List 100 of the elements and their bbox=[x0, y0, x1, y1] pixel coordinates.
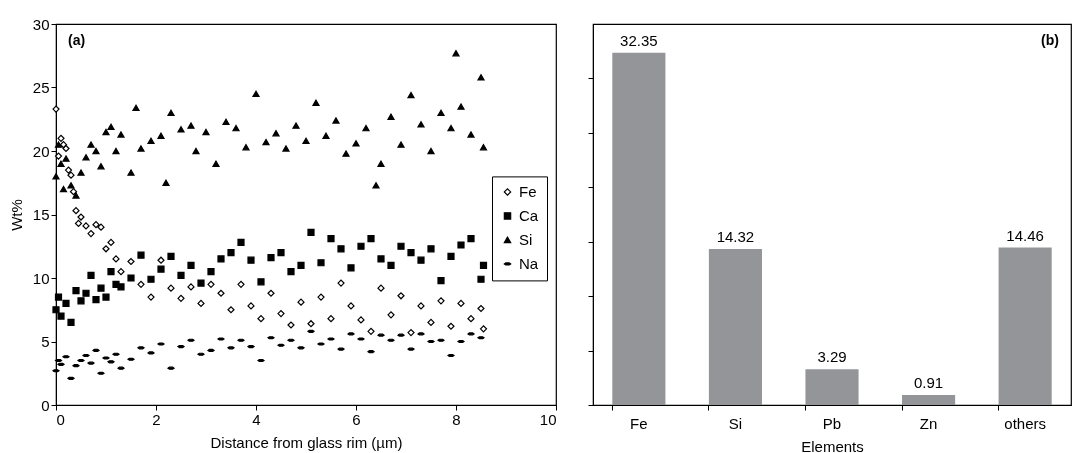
point bbox=[437, 276, 445, 285]
point bbox=[102, 293, 110, 301]
point bbox=[437, 109, 445, 117]
point bbox=[452, 50, 460, 57]
y-tick-label: 20 bbox=[32, 142, 50, 160]
x-tick-label: Pb bbox=[822, 414, 842, 432]
x-tick-label: 6 bbox=[352, 410, 361, 428]
point bbox=[187, 283, 195, 291]
point bbox=[347, 264, 355, 272]
point bbox=[222, 118, 230, 125]
point bbox=[267, 289, 275, 297]
x-tick-label: Si bbox=[728, 414, 743, 432]
point bbox=[187, 122, 195, 129]
point bbox=[92, 295, 100, 304]
y-tick-label: 0 bbox=[41, 396, 50, 414]
point bbox=[197, 279, 205, 287]
x-tick-label: others bbox=[1004, 414, 1046, 432]
point bbox=[147, 137, 155, 145]
point bbox=[62, 144, 70, 153]
point bbox=[92, 147, 100, 155]
point bbox=[167, 284, 175, 292]
point bbox=[327, 315, 335, 323]
point bbox=[87, 229, 95, 238]
point bbox=[467, 131, 475, 138]
point bbox=[377, 160, 385, 167]
point bbox=[117, 283, 125, 291]
point bbox=[157, 132, 165, 139]
point bbox=[457, 103, 465, 110]
point bbox=[457, 299, 465, 307]
data-label: 3.29 bbox=[817, 348, 847, 366]
point bbox=[332, 117, 340, 124]
point bbox=[147, 275, 155, 283]
data-label: 14.32 bbox=[716, 228, 755, 246]
point bbox=[177, 271, 185, 280]
point bbox=[207, 280, 215, 288]
x-tick-label: 8 bbox=[452, 410, 461, 428]
point bbox=[417, 256, 425, 264]
point bbox=[347, 302, 355, 310]
bar bbox=[998, 247, 1052, 405]
point bbox=[427, 147, 435, 155]
point bbox=[397, 242, 405, 250]
point bbox=[227, 306, 235, 314]
point bbox=[357, 316, 365, 324]
point bbox=[54, 152, 63, 160]
legend-label: Si bbox=[519, 230, 533, 248]
point bbox=[162, 179, 170, 186]
point bbox=[342, 150, 350, 157]
point bbox=[167, 252, 175, 261]
point bbox=[67, 182, 75, 189]
point bbox=[257, 315, 265, 323]
bar bbox=[805, 369, 859, 405]
point bbox=[447, 252, 455, 261]
point bbox=[67, 318, 75, 327]
point bbox=[157, 265, 165, 273]
point bbox=[202, 128, 210, 136]
point bbox=[187, 261, 195, 269]
point bbox=[62, 299, 70, 307]
point bbox=[377, 255, 385, 263]
point bbox=[137, 251, 145, 259]
point bbox=[82, 154, 90, 161]
point bbox=[282, 145, 290, 152]
x-axis-title: Elements bbox=[801, 437, 864, 453]
point bbox=[287, 268, 295, 276]
point bbox=[397, 141, 405, 148]
point bbox=[54, 293, 63, 301]
point bbox=[167, 109, 175, 117]
x-axis-title: Distance from glass rim (µm) bbox=[210, 433, 403, 451]
point bbox=[367, 327, 375, 335]
point bbox=[327, 235, 335, 243]
point bbox=[252, 90, 260, 98]
annotation: (b) bbox=[1041, 32, 1059, 48]
x-tick-label: Zn bbox=[919, 414, 938, 432]
legend-label: Na bbox=[519, 254, 539, 272]
point bbox=[237, 280, 245, 288]
legend-label: Fe bbox=[519, 182, 537, 200]
y-tick-label: 15 bbox=[32, 206, 50, 223]
point bbox=[177, 126, 185, 133]
point bbox=[157, 256, 165, 264]
point bbox=[72, 287, 80, 295]
point bbox=[457, 241, 465, 249]
point bbox=[277, 309, 285, 318]
point bbox=[54, 141, 63, 148]
point bbox=[52, 306, 60, 314]
point bbox=[137, 280, 145, 288]
point bbox=[362, 124, 370, 132]
point bbox=[387, 113, 395, 120]
point bbox=[82, 289, 90, 297]
point bbox=[67, 171, 75, 179]
point bbox=[62, 155, 70, 162]
data-label: 32.35 bbox=[620, 31, 658, 49]
point bbox=[417, 302, 425, 310]
point bbox=[97, 163, 105, 170]
point bbox=[272, 130, 280, 137]
point bbox=[212, 160, 220, 167]
point bbox=[197, 299, 205, 307]
point bbox=[87, 271, 95, 280]
point bbox=[407, 329, 415, 337]
point bbox=[192, 147, 200, 155]
point bbox=[367, 235, 375, 243]
point bbox=[52, 173, 60, 180]
